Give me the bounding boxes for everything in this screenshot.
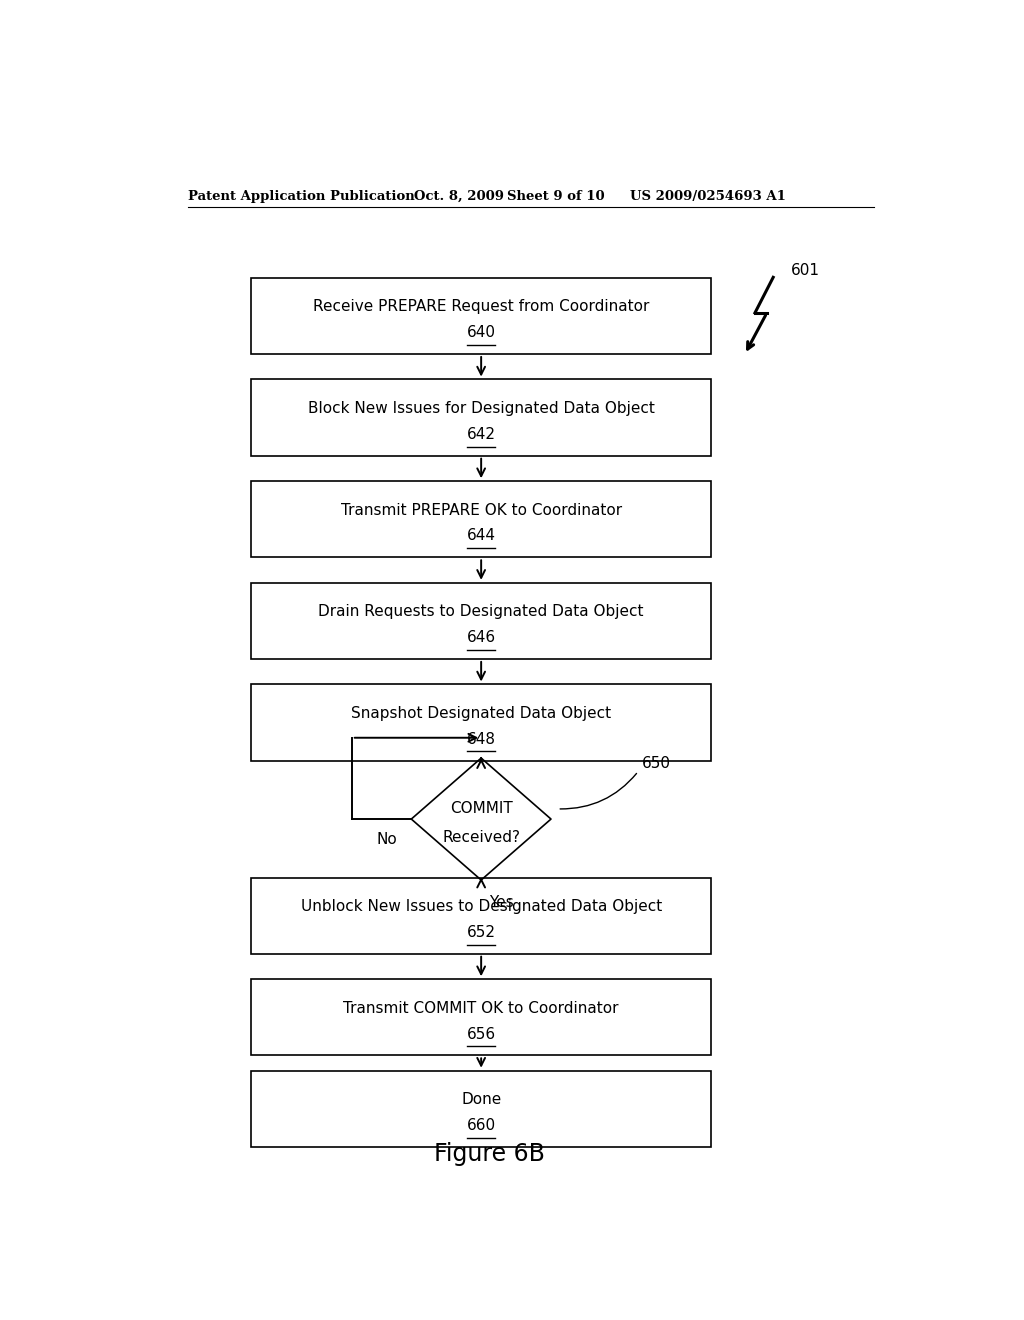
Bar xyxy=(251,1071,712,1147)
Text: COMMIT: COMMIT xyxy=(450,801,513,816)
Text: 656: 656 xyxy=(467,1027,496,1041)
Text: 648: 648 xyxy=(467,731,496,747)
Text: 601: 601 xyxy=(791,263,819,277)
Text: Received?: Received? xyxy=(442,830,520,845)
Text: Oct. 8, 2009: Oct. 8, 2009 xyxy=(414,190,504,202)
Bar xyxy=(251,979,712,1056)
Bar xyxy=(251,878,712,954)
Text: Block New Issues for Designated Data Object: Block New Issues for Designated Data Obj… xyxy=(308,401,654,416)
Bar xyxy=(251,277,712,354)
Bar xyxy=(251,684,712,760)
Text: Transmit COMMIT OK to Coordinator: Transmit COMMIT OK to Coordinator xyxy=(343,1001,618,1015)
Text: 652: 652 xyxy=(467,925,496,940)
Text: Yes: Yes xyxy=(489,895,514,909)
Bar xyxy=(251,582,712,659)
Text: Snapshot Designated Data Object: Snapshot Designated Data Object xyxy=(351,706,611,721)
Text: 642: 642 xyxy=(467,426,496,442)
Bar xyxy=(251,379,712,455)
Text: US 2009/0254693 A1: US 2009/0254693 A1 xyxy=(630,190,785,202)
Text: Done: Done xyxy=(461,1092,502,1107)
Text: No: No xyxy=(376,832,397,847)
Text: Unblock New Issues to Designated Data Object: Unblock New Issues to Designated Data Ob… xyxy=(300,899,662,913)
Text: Sheet 9 of 10: Sheet 9 of 10 xyxy=(507,190,605,202)
Text: 660: 660 xyxy=(467,1118,496,1133)
Text: Transmit PREPARE OK to Coordinator: Transmit PREPARE OK to Coordinator xyxy=(341,503,622,517)
Text: 650: 650 xyxy=(642,755,672,771)
Text: 646: 646 xyxy=(467,630,496,645)
Text: 640: 640 xyxy=(467,325,496,341)
Text: Receive PREPARE Request from Coordinator: Receive PREPARE Request from Coordinator xyxy=(313,300,649,314)
Bar xyxy=(251,480,712,557)
Text: Patent Application Publication: Patent Application Publication xyxy=(187,190,415,202)
Text: Figure 6B: Figure 6B xyxy=(433,1143,545,1167)
Text: Drain Requests to Designated Data Object: Drain Requests to Designated Data Object xyxy=(318,605,644,619)
Text: 644: 644 xyxy=(467,528,496,544)
